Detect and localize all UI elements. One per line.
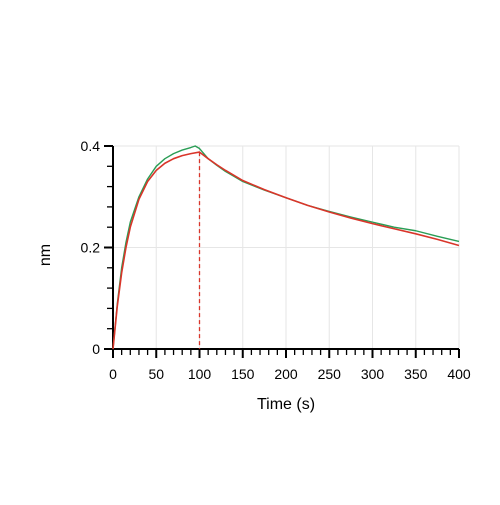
grid-lines [113,145,460,349]
y-tick-label: 0.2 [81,240,101,256]
x-tick-label: 50 [148,366,164,382]
x-tick-label: 400 [447,366,471,382]
x-tick-label: 200 [274,366,298,382]
tick-labels: 0 50 100 150 200 250 300 350 400 0 0.2 0.4 [81,138,471,382]
x-axis-title: Time (s) [257,396,315,413]
y-tick-label: 0.4 [81,138,101,154]
x-tick-label: 300 [361,366,385,382]
y-axis-title: nm [37,244,54,266]
x-tick-label: 150 [231,366,255,382]
y-tick-label: 0 [92,341,100,357]
x-tick-label: 100 [188,366,212,382]
fit-series-line [112,151,460,350]
x-tick-label: 250 [318,366,342,382]
x-tick-label: 350 [404,366,428,382]
data-series [112,145,460,350]
x-tick-label: 0 [109,366,117,382]
axes [104,145,460,358]
